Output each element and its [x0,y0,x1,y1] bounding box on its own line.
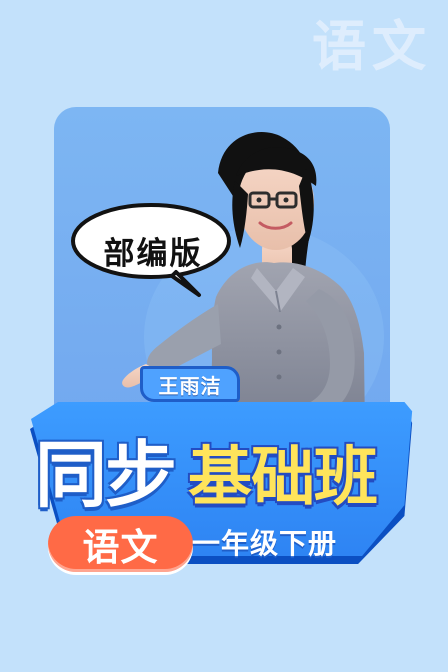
edition-badge: 部编版 [103,236,203,272]
teacher-name-tag: 王雨洁 [140,366,240,402]
grade-label: 一年级下册 [192,527,338,560]
title-left: 同步 [35,433,177,517]
teacher-photo-card [54,107,390,432]
teacher-illustration-icon [71,132,384,432]
title-right: 基础班 [188,441,378,515]
corner-watermark: 语文 [312,15,432,78]
subject-pill: 语文 [48,516,193,572]
